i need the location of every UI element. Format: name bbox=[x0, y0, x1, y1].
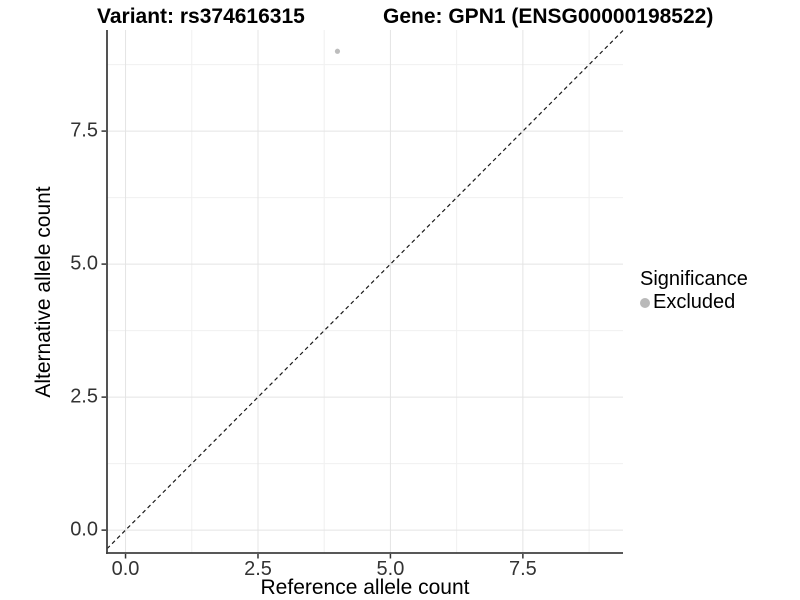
gridlines-minor bbox=[107, 30, 623, 553]
legend-point-icon bbox=[640, 297, 650, 308]
gridlines-major bbox=[107, 30, 623, 553]
x-axis-title: Reference allele count bbox=[260, 576, 470, 599]
x-tick-label: 5.0 bbox=[376, 558, 405, 580]
x-tick-label: 2.5 bbox=[244, 558, 272, 580]
y-tick-label: 5.0 bbox=[70, 252, 98, 275]
legend-title: Significance bbox=[640, 268, 748, 290]
legend-item-excluded: Excluded bbox=[640, 291, 748, 314]
plot-title-variant: Variant: rs374616315 bbox=[97, 5, 305, 28]
data-point bbox=[334, 48, 341, 54]
y-tick-label: 0.0 bbox=[70, 518, 98, 541]
tick-marks bbox=[101, 130, 524, 559]
identity-line bbox=[106, 30, 624, 550]
y-axis-title: Alternative allele count bbox=[32, 186, 55, 398]
legend-item-label: Excluded bbox=[653, 291, 736, 313]
legend: Significance Excluded bbox=[640, 268, 748, 314]
x-tick-label: 7.5 bbox=[508, 558, 537, 580]
y-tick-label: 7.5 bbox=[70, 119, 98, 142]
x-tick-label: 0.0 bbox=[111, 558, 140, 580]
data-points bbox=[334, 48, 341, 54]
plot-title-gene: Gene: GPN1 (ENSG00000198522) bbox=[383, 5, 714, 28]
y-tick-label: 2.5 bbox=[70, 385, 98, 408]
